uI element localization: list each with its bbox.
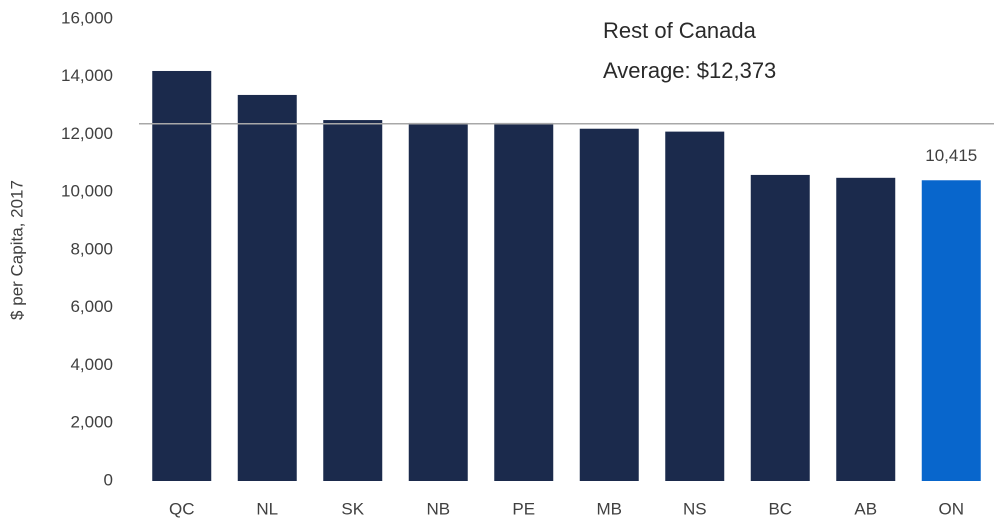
bar	[152, 70, 212, 481]
data-label: 10,415	[925, 146, 977, 165]
annotation: Average: $12,373	[603, 58, 776, 83]
bar	[921, 180, 981, 481]
x-tick-label: BC	[768, 499, 792, 518]
y-tick-label: 2,000	[70, 413, 113, 432]
y-axis-label: $ per Capita, 2017	[7, 180, 26, 320]
y-tick-label: 4,000	[70, 355, 113, 374]
y-tick-label: 0	[104, 470, 113, 489]
bar	[323, 120, 383, 481]
y-tick-label: 14,000	[61, 66, 113, 85]
x-tick-label: MB	[597, 499, 623, 518]
x-tick-label: SK	[341, 499, 364, 518]
bar	[237, 94, 297, 481]
bar	[836, 177, 896, 481]
bar	[408, 122, 468, 481]
x-tick-label: AB	[854, 499, 877, 518]
x-tick-label: NL	[256, 499, 278, 518]
x-tick-label: NB	[426, 499, 450, 518]
annotation: Rest of Canada	[603, 18, 757, 43]
y-tick-label: 16,000	[61, 8, 113, 27]
y-tick-label: 10,000	[61, 182, 113, 201]
bar	[750, 174, 810, 482]
y-tick-label: 6,000	[70, 297, 113, 316]
bar	[494, 122, 554, 481]
x-tick-label: NS	[683, 499, 707, 518]
bar	[665, 131, 725, 482]
y-tick-label: 8,000	[70, 239, 113, 258]
y-tick-label: 12,000	[61, 124, 113, 143]
x-tick-label: ON	[939, 499, 965, 518]
x-tick-label: PE	[512, 499, 535, 518]
x-tick-label: QC	[169, 499, 195, 518]
bar	[579, 128, 639, 481]
